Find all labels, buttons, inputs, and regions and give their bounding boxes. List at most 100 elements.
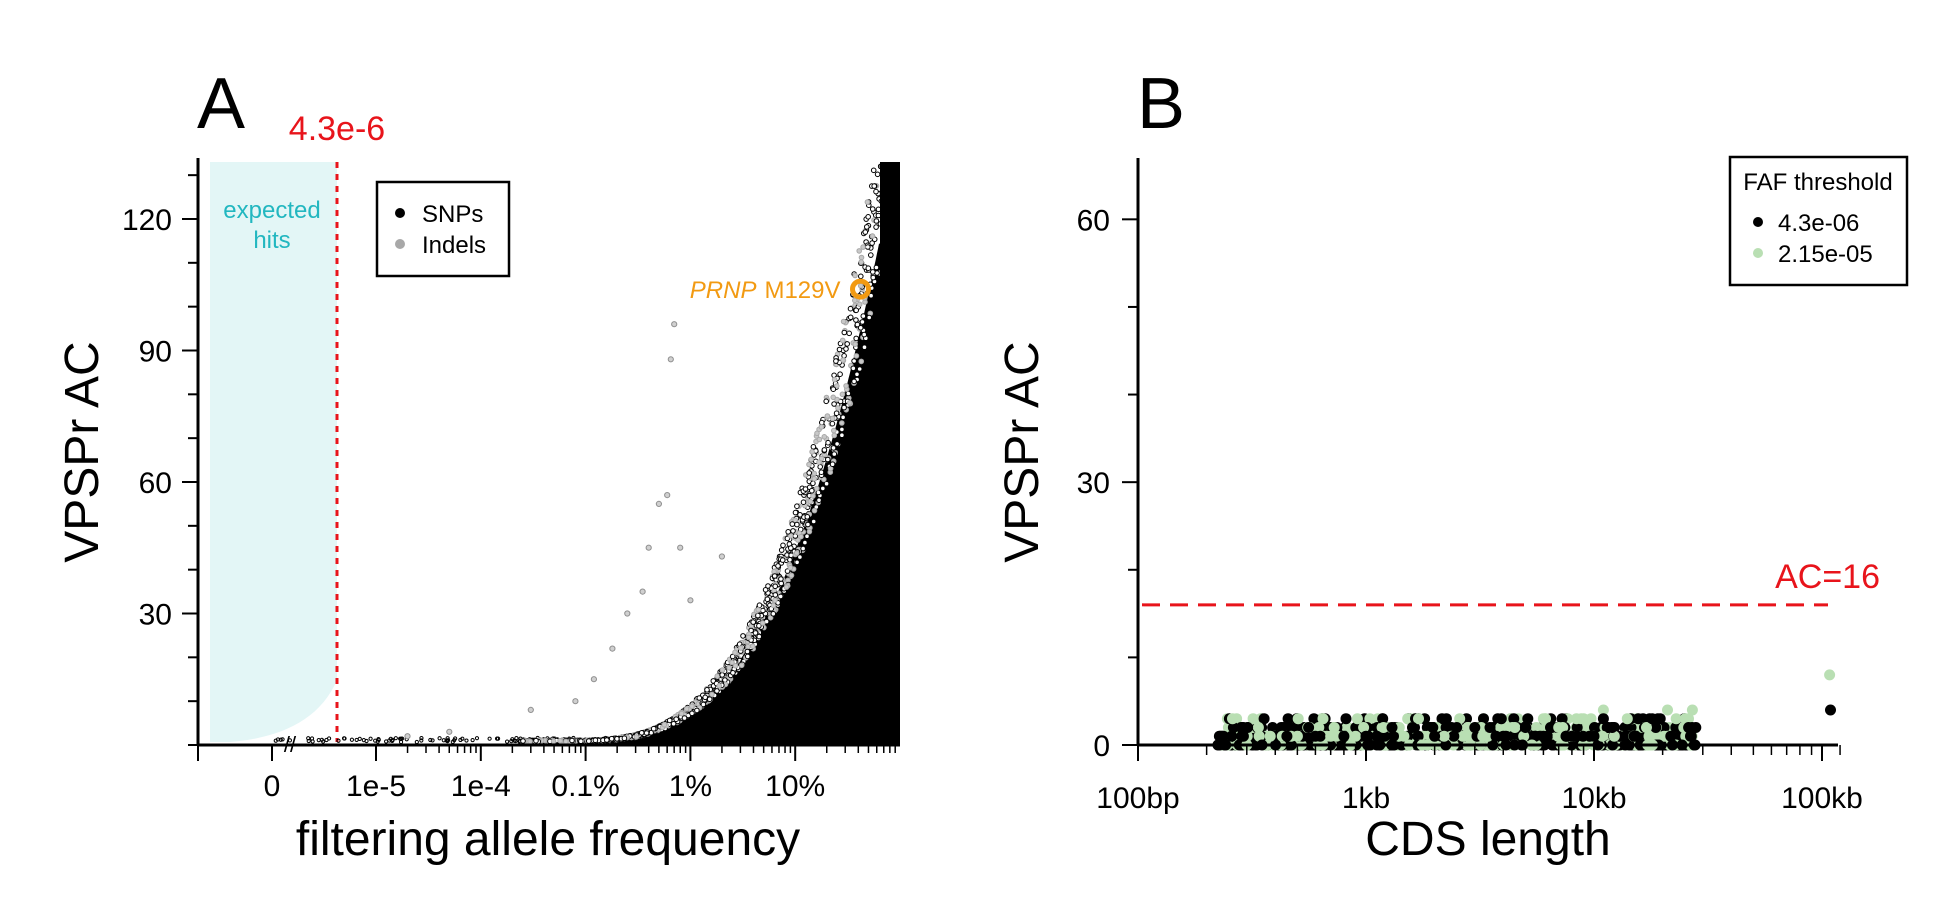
indel-point (750, 643, 756, 650)
legend-faf-high-marker (1753, 248, 1763, 258)
indel-point (527, 706, 534, 714)
snp-point (804, 514, 811, 520)
faf-high-point (1313, 722, 1325, 733)
faf-low-point (1285, 722, 1297, 733)
snp-point (790, 528, 796, 534)
snp-point (643, 730, 650, 736)
snp-point (700, 701, 707, 708)
indel-point (726, 665, 732, 671)
indel-point (830, 394, 837, 401)
snp-point (841, 329, 848, 336)
faf-low-point (1529, 730, 1541, 742)
snp-point (869, 206, 876, 212)
faf-low-point (1440, 722, 1452, 733)
snp-point (857, 325, 864, 331)
snp-point (823, 480, 830, 487)
indel-point (818, 424, 825, 430)
faf-low-point (1537, 730, 1549, 742)
panel-b-y-tick-label: 60 (1077, 204, 1110, 237)
faf-low-point (1628, 730, 1640, 742)
faf-low-point (1577, 730, 1589, 742)
snp-point (681, 715, 688, 721)
snp-point (805, 521, 811, 528)
snp-point (844, 341, 851, 347)
panel-a-y-tick-label: 30 (139, 598, 172, 631)
faf-low-point (1309, 730, 1321, 742)
faf-low-point (1597, 713, 1609, 725)
faf-low-point (1429, 730, 1441, 742)
indel-point (738, 662, 745, 669)
snp-point (390, 737, 395, 743)
indel-point (729, 659, 735, 666)
snp-point (694, 707, 700, 714)
panel-a-y-tick-label: 120 (122, 204, 172, 237)
snp-point (871, 183, 878, 189)
snp-point (578, 738, 584, 745)
faf-high-point (1662, 704, 1673, 716)
faf-high-point (1457, 730, 1469, 742)
snp-point (504, 739, 510, 744)
faf-low-point (1308, 713, 1320, 725)
panel-a-x-tick-label: 10% (765, 770, 825, 803)
snp-point (306, 738, 311, 744)
snp-point (831, 451, 838, 457)
indel-point (563, 738, 569, 745)
snp-point (800, 545, 806, 552)
snp-point (604, 737, 610, 743)
snp-point (321, 739, 326, 744)
faf-high-point (1578, 713, 1590, 725)
panel-a-x-tick-label: 1e-5 (346, 770, 406, 803)
indel-point (689, 703, 695, 710)
panel-a-y-ticks: 30 60 90 120 (122, 174, 198, 746)
expected-hits-label-line2: hits (253, 227, 290, 254)
snp-point (778, 580, 785, 587)
snp-point (854, 371, 860, 378)
snp-point (638, 730, 645, 736)
faf-high-point (1402, 713, 1414, 725)
indel-point (831, 432, 838, 439)
snp-point (780, 542, 786, 549)
snp-point (823, 398, 830, 405)
snp-point (670, 721, 677, 727)
indel-point (814, 485, 820, 492)
indel-point (839, 391, 846, 398)
faf-low-point (1303, 722, 1315, 733)
panel-b-points (1212, 669, 1836, 751)
faf-low-point (1484, 722, 1496, 733)
faf-high-point (1328, 722, 1340, 733)
snp-point (756, 623, 762, 629)
panel-b-x-tick-label: 100bp (1096, 782, 1179, 815)
panel-b-x-tick-label: 1kb (1342, 782, 1390, 815)
faf-low-point (1606, 722, 1618, 733)
indel-point (827, 465, 834, 472)
snp-point (865, 214, 872, 220)
faf-low-point (1508, 713, 1520, 725)
faf-high-point (1342, 722, 1354, 733)
snp-point (771, 573, 778, 579)
snp-point (354, 737, 359, 743)
snp-point (862, 229, 869, 235)
snp-point (858, 273, 864, 280)
snp-point (850, 365, 857, 372)
snp-point (800, 499, 807, 506)
faf-high-point (1608, 730, 1620, 742)
snp-point (586, 738, 592, 744)
faf-low-point (1237, 730, 1249, 742)
indel-point (661, 721, 668, 728)
snp-point (666, 717, 673, 724)
faf-low-point (1407, 722, 1418, 733)
snp-point (873, 188, 879, 195)
snp-point (825, 439, 831, 446)
snp-point (376, 736, 381, 742)
snp-point (778, 547, 785, 553)
faf-low-point (1378, 730, 1389, 742)
faf-low-point (1497, 730, 1509, 742)
faf-low-point (1386, 722, 1398, 733)
snp-point (398, 736, 404, 741)
faf-high-point (1509, 722, 1521, 733)
snp-point (772, 592, 779, 598)
indel-point (806, 461, 812, 468)
indel-point (755, 607, 762, 613)
snp-point (452, 738, 457, 743)
prnp-variant-name: M129V (764, 277, 840, 304)
